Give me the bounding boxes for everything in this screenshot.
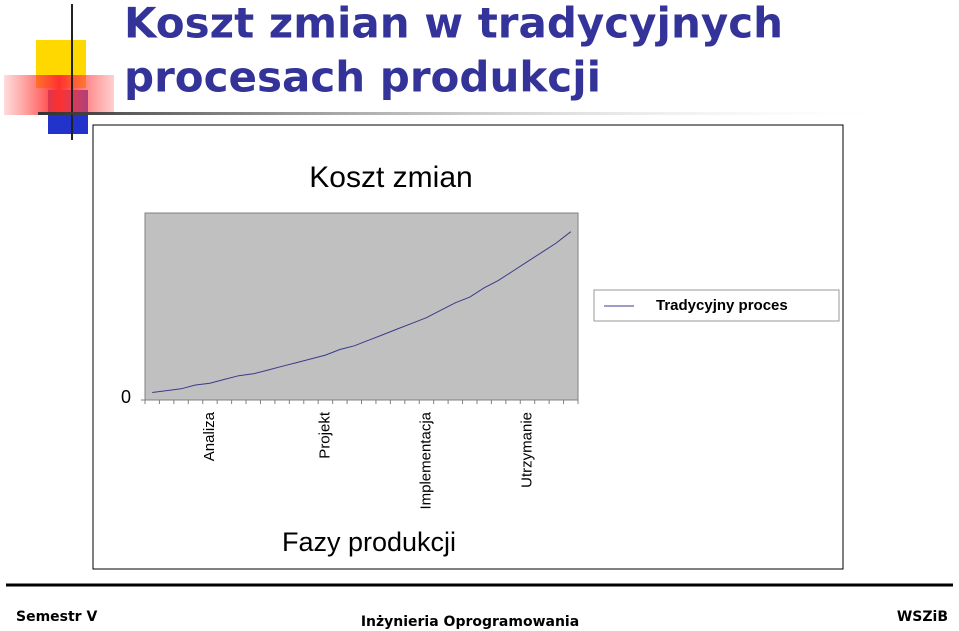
- x-axis-title: Fazy produkcji: [282, 527, 456, 557]
- footer-right: WSZiB: [897, 609, 948, 625]
- footer-center: Inżynieria Oprogramowania: [361, 614, 579, 630]
- x-tick-label: Projekt: [316, 411, 333, 459]
- x-tick-label: Utrzymanie: [518, 412, 535, 488]
- slide-title: procesach produkcji: [124, 53, 601, 102]
- legend: [593, 289, 840, 322]
- x-tick-label: Implementacja: [417, 411, 434, 509]
- footer-left: Semestr V: [16, 609, 97, 625]
- y-tick-label: 0: [121, 387, 131, 407]
- x-tick-label: Analiza: [201, 411, 218, 461]
- line-series: [152, 231, 572, 393]
- legend-label: Tradycyjny proces: [656, 297, 788, 314]
- slide-title: Koszt zmian w tradycyjnych: [124, 0, 783, 48]
- logo: [4, 4, 908, 140]
- chart-title: Koszt zmian: [309, 161, 472, 194]
- plot-area: [144, 212, 579, 401]
